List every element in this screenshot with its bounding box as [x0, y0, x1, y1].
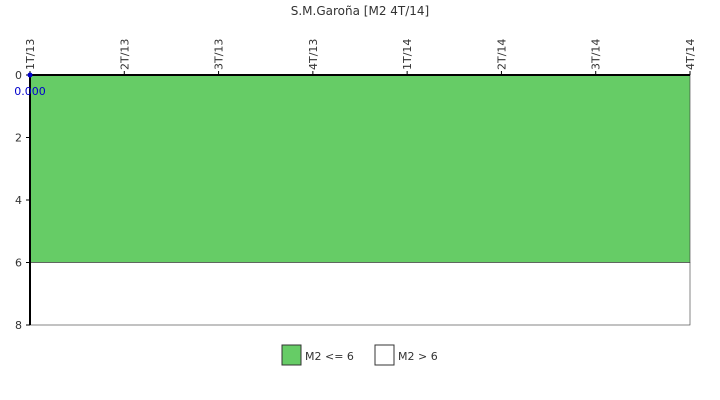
band: [29, 262, 691, 326]
x-tick-label: 2T/14: [495, 39, 508, 70]
legend-swatch: [374, 344, 395, 366]
x-tick-label: 4T/14: [684, 39, 697, 70]
y-tick-label: 2: [15, 132, 22, 145]
x-tick-label: 3T/14: [590, 39, 603, 70]
chart-title: S.M.Garoña [M2 4T/14]: [291, 4, 429, 18]
data-point: [27, 72, 33, 78]
legend-swatch: [281, 344, 302, 366]
x-tick-label: 1T/13: [24, 39, 37, 70]
y-tick-label: 8: [15, 319, 22, 332]
legend-label: M2 > 6: [398, 350, 438, 363]
x-tick-label: 4T/13: [307, 39, 320, 70]
y-tick-label: 4: [15, 194, 22, 207]
value-label: 0.000: [14, 85, 46, 98]
x-tick-label: 1T/14: [401, 39, 414, 70]
y-tick-label: 6: [15, 257, 22, 270]
legend-label: M2 <= 6: [305, 350, 354, 363]
x-tick-label: 3T/13: [213, 39, 226, 70]
x-tick-label: 2T/13: [118, 39, 131, 70]
band: [29, 74, 691, 263]
y-tick-label: 0: [15, 69, 22, 82]
